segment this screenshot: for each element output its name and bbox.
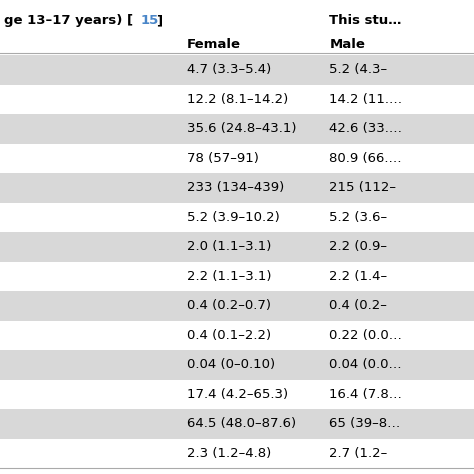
- Text: 4.7 (3.3–5.4): 4.7 (3.3–5.4): [187, 63, 272, 76]
- Bar: [0, 173, 474, 202]
- Text: Male: Male: [329, 38, 365, 51]
- Text: 78 (57–91): 78 (57–91): [187, 152, 259, 165]
- Text: 64.5 (48.0–87.6): 64.5 (48.0–87.6): [187, 417, 296, 430]
- Text: 0.04 (0–0.10): 0.04 (0–0.10): [187, 358, 275, 371]
- Text: 15: 15: [141, 14, 159, 27]
- Text: 2.0 (1.1–3.1): 2.0 (1.1–3.1): [187, 240, 272, 253]
- Bar: [0, 232, 474, 262]
- Text: 5.2 (4.3–: 5.2 (4.3–: [329, 63, 388, 76]
- Text: 2.3 (1.2–4.8): 2.3 (1.2–4.8): [187, 447, 272, 460]
- Text: 5.2 (3.6–: 5.2 (3.6–: [329, 211, 388, 224]
- Bar: [0, 350, 474, 380]
- Bar: [0, 55, 474, 84]
- Text: 2.7 (1.2–: 2.7 (1.2–: [329, 447, 388, 460]
- Text: 42.6 (33.…: 42.6 (33.…: [329, 122, 402, 135]
- Text: 0.4 (0.1–2.2): 0.4 (0.1–2.2): [187, 329, 271, 342]
- Text: 215 (112–: 215 (112–: [329, 181, 396, 194]
- Text: 0.22 (0.0…: 0.22 (0.0…: [329, 329, 402, 342]
- Text: 0.04 (0.0…: 0.04 (0.0…: [329, 358, 402, 371]
- Text: 35.6 (24.8–43.1): 35.6 (24.8–43.1): [187, 122, 297, 135]
- Text: 2.2 (1.4–: 2.2 (1.4–: [329, 270, 388, 283]
- Bar: [0, 409, 474, 438]
- Text: Female: Female: [187, 38, 241, 51]
- Text: 16.4 (7.8…: 16.4 (7.8…: [329, 388, 402, 401]
- Bar: [0, 114, 474, 144]
- Text: 0.4 (0.2–0.7): 0.4 (0.2–0.7): [187, 299, 271, 312]
- Text: 65 (39–8…: 65 (39–8…: [329, 417, 401, 430]
- Text: This stu…: This stu…: [329, 14, 402, 27]
- Text: 0.4 (0.2–: 0.4 (0.2–: [329, 299, 387, 312]
- Text: 80.9 (66.…: 80.9 (66.…: [329, 152, 402, 165]
- Text: 5.2 (3.9–10.2): 5.2 (3.9–10.2): [187, 211, 280, 224]
- Bar: [0, 291, 474, 320]
- Text: 14.2 (11.…: 14.2 (11.…: [329, 93, 402, 106]
- Text: 17.4 (4.2–65.3): 17.4 (4.2–65.3): [187, 388, 288, 401]
- Text: 2.2 (1.1–3.1): 2.2 (1.1–3.1): [187, 270, 272, 283]
- Text: ]: ]: [156, 14, 162, 27]
- Text: 2.2 (0.9–: 2.2 (0.9–: [329, 240, 387, 253]
- Text: 233 (134–439): 233 (134–439): [187, 181, 284, 194]
- Text: 12.2 (8.1–14.2): 12.2 (8.1–14.2): [187, 93, 289, 106]
- Text: ge 13–17 years) [: ge 13–17 years) [: [4, 14, 133, 27]
